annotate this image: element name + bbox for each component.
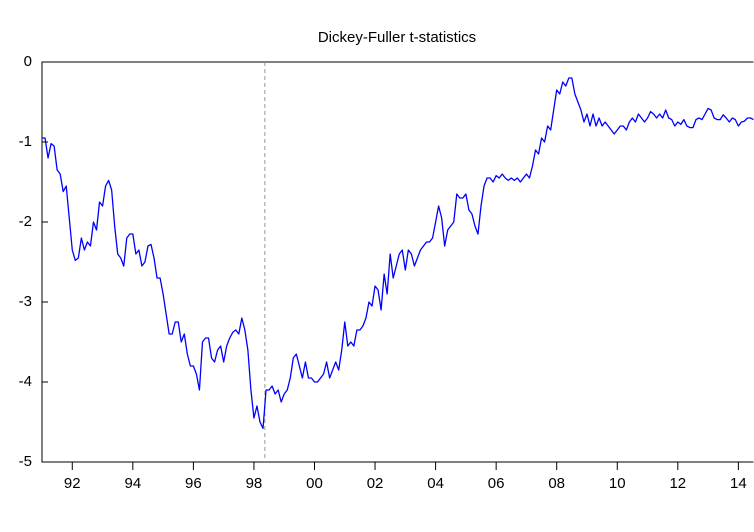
x-tick-label: 92 xyxy=(64,475,81,492)
y-tick-label: -1 xyxy=(19,133,32,150)
y-tick-label: -5 xyxy=(19,453,32,470)
y-tick-label: -3 xyxy=(19,293,32,310)
x-tick-label: 06 xyxy=(488,475,505,492)
x-tick-label: 04 xyxy=(427,475,444,492)
plot-frame xyxy=(41,61,754,463)
y-tick-label: -2 xyxy=(19,213,32,230)
x-tick-label: 12 xyxy=(669,475,686,492)
x-tick-label: 14 xyxy=(730,475,747,492)
y-tick-label: 0 xyxy=(24,53,32,70)
x-tick-label: 02 xyxy=(367,475,384,492)
x-tick-label: 94 xyxy=(124,475,141,492)
x-tick-label: 08 xyxy=(548,475,565,492)
series-line xyxy=(42,77,754,430)
chart-title: Dickey-Fuller t-statistics xyxy=(318,29,476,46)
x-tick-label: 96 xyxy=(185,475,202,492)
x-tick-label: 10 xyxy=(609,475,626,492)
x-tick-label: 98 xyxy=(246,475,263,492)
y-tick-label: -4 xyxy=(19,373,32,390)
x-tick-label: 00 xyxy=(306,475,323,492)
